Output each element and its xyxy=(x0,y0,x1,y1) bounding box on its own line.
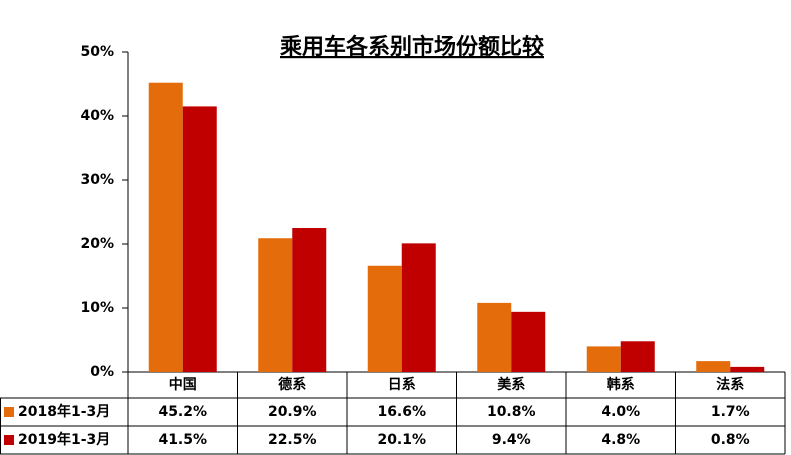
bar xyxy=(730,366,765,372)
bar xyxy=(586,346,621,372)
bar xyxy=(477,302,512,372)
x-tick-label: 法系 xyxy=(716,376,744,393)
table-cell: 20.9% xyxy=(268,404,317,420)
y-tick-label: 50% xyxy=(80,44,114,60)
x-tick-label: 日系 xyxy=(388,376,416,393)
bar xyxy=(258,238,293,372)
bar xyxy=(367,265,402,372)
table-cell: 45.2% xyxy=(158,404,207,420)
table-cell: 4.8% xyxy=(601,432,640,448)
bar xyxy=(511,311,546,372)
y-tick-label: 20% xyxy=(80,236,114,252)
table-cell: 1.7% xyxy=(711,404,750,420)
table-cell: 41.5% xyxy=(158,432,207,448)
table-cell: 9.4% xyxy=(492,432,531,448)
x-tick-label: 中国 xyxy=(169,376,197,393)
x-tick-label: 韩系 xyxy=(607,376,635,393)
x-tick-label: 美系 xyxy=(497,376,525,393)
table-cell: 22.5% xyxy=(268,432,317,448)
table-cell: 10.8% xyxy=(487,404,536,420)
bar xyxy=(696,361,731,372)
table-cell: 20.1% xyxy=(377,432,426,448)
bar xyxy=(401,243,436,372)
chart-title: 乘用车各系别市场份额比较 xyxy=(279,34,544,60)
bar xyxy=(292,228,327,372)
table-cell: 4.0% xyxy=(601,404,640,420)
legend-swatch xyxy=(4,407,14,417)
table-cell: 0.8% xyxy=(711,432,750,448)
table-cell: 16.6% xyxy=(377,404,426,420)
y-tick-label: 30% xyxy=(80,172,114,188)
legend-swatch xyxy=(4,435,14,445)
legend-label: 2018年1-3月 xyxy=(18,403,110,420)
y-tick-label: 10% xyxy=(80,300,114,316)
bar xyxy=(148,82,183,372)
bar xyxy=(620,341,655,372)
x-tick-label: 德系 xyxy=(278,376,306,393)
bar xyxy=(182,106,217,373)
legend-label: 2019年1-3月 xyxy=(18,431,110,448)
y-tick-label: 0% xyxy=(90,364,114,380)
y-tick-label: 40% xyxy=(80,108,114,124)
